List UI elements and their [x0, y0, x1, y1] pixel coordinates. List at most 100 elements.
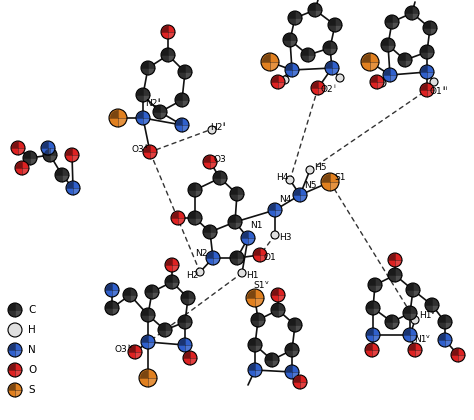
Wedge shape	[189, 184, 195, 190]
Wedge shape	[386, 16, 392, 22]
Text: H3: H3	[279, 233, 292, 241]
Circle shape	[181, 291, 195, 305]
Wedge shape	[399, 54, 405, 60]
Wedge shape	[195, 218, 201, 224]
Wedge shape	[367, 302, 373, 308]
Circle shape	[425, 298, 439, 312]
Wedge shape	[152, 292, 158, 298]
Circle shape	[301, 48, 315, 62]
Wedge shape	[427, 72, 433, 78]
Wedge shape	[185, 322, 191, 328]
Circle shape	[145, 285, 159, 299]
Text: N5: N5	[304, 181, 317, 189]
Circle shape	[153, 105, 167, 119]
Wedge shape	[432, 305, 438, 311]
Wedge shape	[292, 350, 298, 356]
Wedge shape	[30, 158, 36, 164]
Wedge shape	[318, 88, 324, 94]
Circle shape	[385, 15, 399, 29]
Wedge shape	[165, 330, 171, 336]
Wedge shape	[404, 329, 410, 335]
Wedge shape	[112, 290, 118, 296]
Wedge shape	[392, 322, 398, 328]
Text: H4: H4	[276, 173, 288, 183]
Circle shape	[123, 288, 137, 302]
Wedge shape	[421, 84, 427, 90]
Circle shape	[265, 353, 279, 367]
Wedge shape	[386, 316, 392, 322]
Wedge shape	[106, 284, 112, 290]
Wedge shape	[286, 64, 292, 70]
Wedge shape	[410, 335, 416, 341]
Circle shape	[311, 81, 325, 95]
Wedge shape	[9, 384, 15, 390]
Wedge shape	[66, 149, 72, 155]
Wedge shape	[302, 49, 308, 55]
Text: N2: N2	[195, 249, 207, 257]
Circle shape	[336, 74, 344, 82]
Wedge shape	[172, 265, 178, 271]
Circle shape	[178, 65, 192, 79]
Wedge shape	[242, 232, 248, 238]
Circle shape	[203, 225, 217, 239]
Circle shape	[285, 343, 299, 357]
Circle shape	[23, 151, 37, 165]
Circle shape	[136, 111, 150, 125]
Wedge shape	[367, 329, 373, 335]
Circle shape	[366, 328, 380, 342]
Circle shape	[385, 315, 399, 329]
Wedge shape	[294, 376, 300, 382]
Wedge shape	[439, 334, 445, 340]
Wedge shape	[207, 252, 213, 258]
Wedge shape	[110, 110, 118, 118]
Wedge shape	[176, 94, 182, 100]
Circle shape	[43, 148, 57, 162]
Wedge shape	[9, 304, 15, 310]
Circle shape	[381, 38, 395, 52]
Wedge shape	[18, 148, 24, 154]
Wedge shape	[112, 308, 118, 314]
Wedge shape	[335, 25, 341, 31]
Wedge shape	[326, 62, 332, 68]
Wedge shape	[370, 62, 378, 70]
Text: C: C	[28, 305, 36, 315]
Wedge shape	[421, 46, 427, 52]
Text: v: v	[431, 310, 435, 315]
Wedge shape	[24, 152, 30, 158]
Wedge shape	[371, 76, 377, 82]
Wedge shape	[430, 28, 436, 34]
Text: ii: ii	[144, 144, 147, 150]
Text: H5: H5	[314, 163, 327, 173]
Circle shape	[430, 78, 438, 86]
Text: N1: N1	[414, 334, 427, 344]
Wedge shape	[231, 188, 237, 194]
Circle shape	[66, 181, 80, 195]
Text: iv: iv	[127, 344, 133, 349]
Circle shape	[306, 166, 314, 174]
Wedge shape	[272, 76, 278, 82]
Wedge shape	[372, 350, 378, 356]
Wedge shape	[15, 310, 21, 316]
Text: v: v	[265, 281, 269, 286]
Wedge shape	[445, 322, 451, 328]
Text: O3: O3	[214, 155, 227, 165]
Circle shape	[208, 126, 216, 134]
Wedge shape	[427, 90, 433, 96]
Circle shape	[368, 278, 382, 292]
Circle shape	[41, 141, 55, 155]
Wedge shape	[272, 289, 278, 295]
Circle shape	[55, 168, 69, 182]
Circle shape	[365, 343, 379, 357]
Wedge shape	[332, 68, 338, 74]
Circle shape	[178, 315, 192, 329]
Wedge shape	[124, 289, 130, 295]
Text: S1: S1	[334, 173, 346, 183]
Circle shape	[366, 301, 380, 315]
Circle shape	[388, 253, 402, 267]
Circle shape	[139, 369, 157, 387]
Wedge shape	[16, 162, 22, 168]
Wedge shape	[159, 324, 165, 330]
Circle shape	[161, 48, 175, 62]
Circle shape	[383, 68, 397, 82]
Circle shape	[286, 176, 294, 184]
